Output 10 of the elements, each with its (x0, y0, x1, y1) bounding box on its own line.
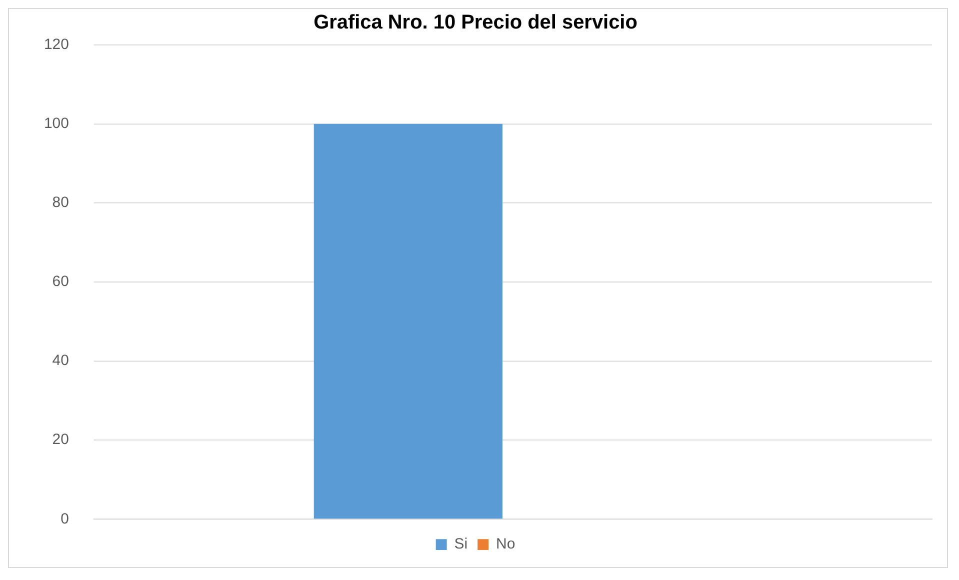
y-tick-label: 20 (52, 431, 69, 448)
y-tick-label: 0 (60, 510, 69, 528)
y-tick-label: 120 (44, 36, 69, 53)
legend-label: No (496, 536, 516, 553)
y-tick-label: 80 (52, 194, 69, 212)
y-tick-label: 100 (44, 115, 69, 132)
y-tick-label: 40 (52, 352, 69, 370)
y-tick-label: 60 (52, 273, 69, 290)
legend-label: Si (454, 536, 468, 553)
chart-title: Grafica Nro. 10 Precio del servicio (314, 11, 638, 34)
